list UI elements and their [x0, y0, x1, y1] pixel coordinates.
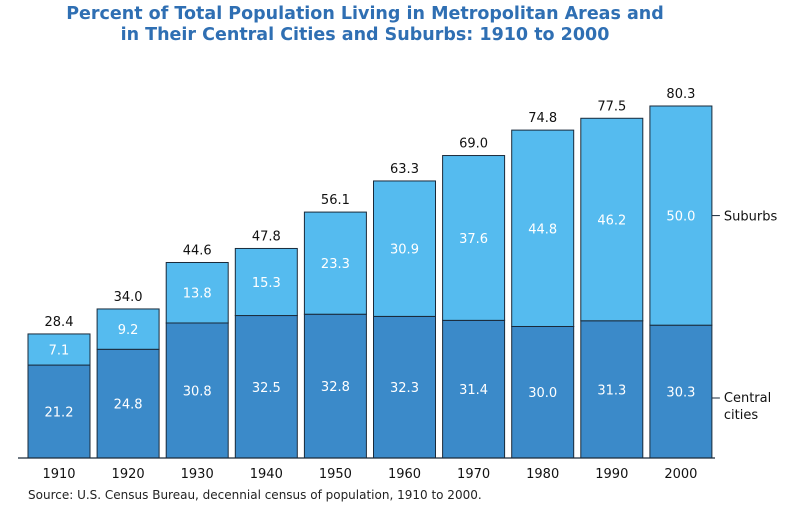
label-suburbs-1950: 23.3	[321, 257, 350, 272]
label-suburbs-1970: 37.6	[459, 232, 488, 247]
bar-suburbs-2000	[649, 105, 713, 326]
label-central-cities-1940: 32.5	[252, 381, 281, 396]
label-central-cities-1950: 32.8	[321, 380, 350, 395]
bar-suburbs-1940	[234, 247, 298, 317]
legend-label-central-line2: cities	[724, 408, 758, 423]
chart-title: Percent of Total Population Living in Me…	[0, 4, 730, 46]
x-tick-1910: 1910	[42, 467, 75, 482]
x-tick-1970: 1970	[457, 467, 490, 482]
bar-suburbs-1920	[96, 308, 160, 350]
label-central-cities-1920: 24.8	[114, 398, 143, 413]
label-total-1980: 74.8	[528, 111, 557, 126]
label-central-cities-1970: 31.4	[459, 383, 488, 398]
label-suburbs-1980: 44.8	[528, 222, 557, 237]
x-tick-1980: 1980	[526, 467, 559, 482]
bar-central-cities-1920	[96, 348, 160, 459]
label-total-1970: 69.0	[459, 137, 488, 152]
bar-suburbs-1980	[511, 129, 575, 327]
label-central-cities-1960: 32.3	[390, 381, 419, 396]
label-suburbs-1910: 7.1	[49, 344, 70, 359]
x-tick-1950: 1950	[319, 467, 352, 482]
bar-suburbs-1970	[442, 155, 506, 321]
bar-central-cities-1950	[303, 313, 367, 459]
label-total-1990: 77.5	[597, 99, 626, 114]
label-central-cities-1930: 30.8	[183, 384, 212, 399]
bar-suburbs-1950	[303, 211, 367, 315]
label-suburbs-2000: 50.0	[666, 210, 695, 225]
label-total-1950: 56.1	[321, 193, 350, 208]
x-tick-1920: 1920	[112, 467, 145, 482]
chart-title-line2: in Their Central Cities and Suburbs: 191…	[120, 25, 610, 45]
legend: Suburbs Central cities	[711, 210, 778, 423]
bar-suburbs-1930	[165, 261, 229, 324]
source-note: Source: U.S. Census Bureau, decennial ce…	[28, 488, 482, 502]
label-total-1910: 28.4	[45, 315, 74, 330]
label-total-1960: 63.3	[390, 162, 419, 177]
label-total-1920: 34.0	[114, 290, 143, 305]
bar-suburbs-1960	[373, 180, 436, 317]
label-central-cities-1990: 31.3	[597, 383, 626, 398]
legend-label-central-line1: Central	[724, 391, 771, 406]
bars-layer	[27, 105, 713, 459]
label-central-cities-1980: 30.0	[528, 386, 557, 401]
bar-central-cities-1910	[27, 364, 91, 459]
bar-central-cities-2000	[649, 324, 713, 459]
bar-suburbs-1990	[580, 117, 644, 322]
label-suburbs-1930: 13.8	[183, 287, 212, 302]
label-suburbs-1960: 30.9	[390, 243, 419, 258]
chart-title-line1: Percent of Total Population Living in Me…	[66, 4, 664, 24]
label-central-cities-2000: 30.3	[666, 386, 695, 401]
x-tick-1940: 1940	[250, 467, 283, 482]
x-tick-1960: 1960	[388, 467, 421, 482]
x-tick-1930: 1930	[181, 467, 214, 482]
label-central-cities-1910: 21.2	[45, 406, 74, 421]
label-total-1940: 47.8	[252, 229, 281, 244]
bar-central-cities-1970	[442, 319, 506, 459]
legend-label-suburbs: Suburbs	[724, 210, 778, 225]
label-total-2000: 80.3	[666, 87, 695, 102]
label-suburbs-1920: 9.2	[118, 323, 139, 338]
bar-suburbs-1910	[27, 333, 91, 366]
labels-layer: 21.2 7.1 28.4 1910 24.8 9.2 34.0 1920 30.8 13.8 44…	[42, 87, 697, 482]
x-tick-1990: 1990	[595, 467, 628, 482]
label-suburbs-1940: 15.3	[252, 276, 281, 291]
label-suburbs-1990: 46.2	[597, 214, 626, 229]
x-tick-2000: 2000	[664, 467, 697, 482]
label-total-1930: 44.6	[183, 243, 212, 258]
